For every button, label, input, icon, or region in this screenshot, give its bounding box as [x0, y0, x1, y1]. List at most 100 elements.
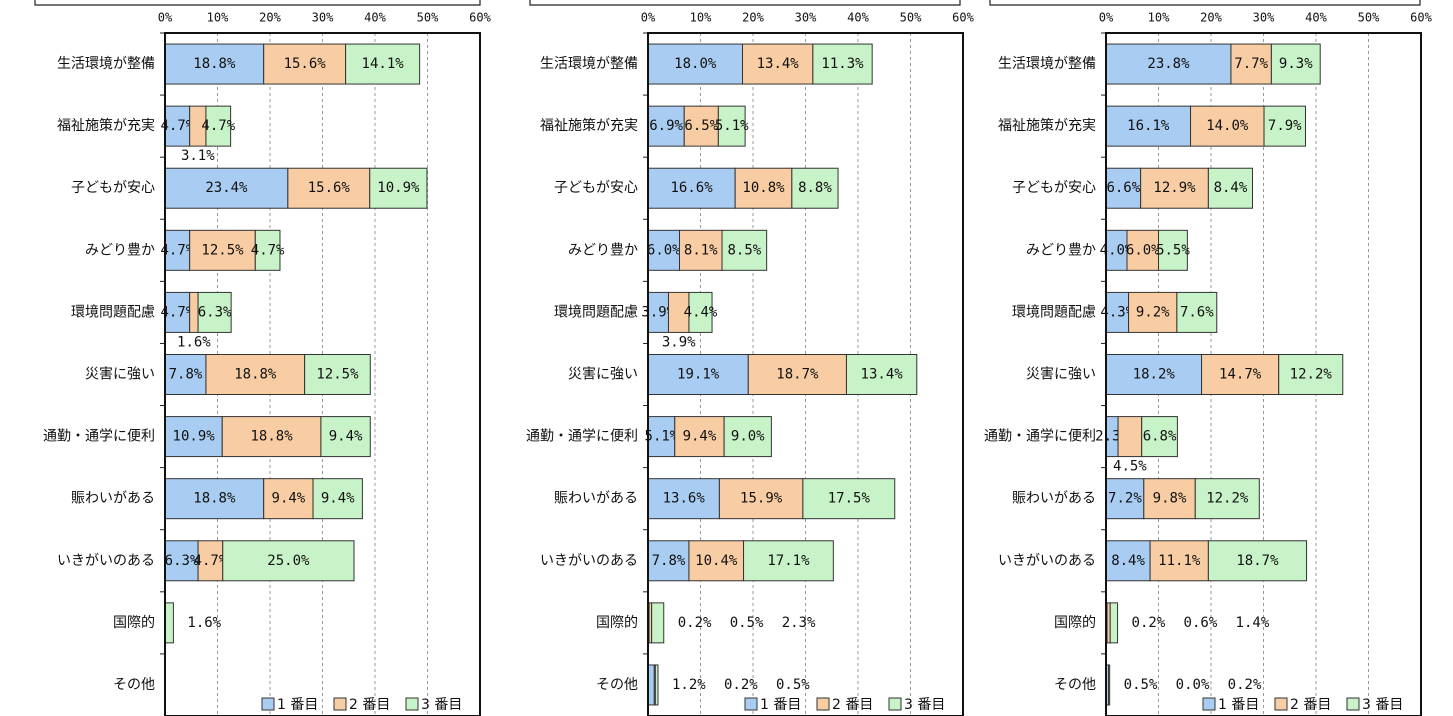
- bar-segment: [1190, 105, 1265, 147]
- category-label: 国際的: [113, 615, 155, 631]
- bar-segment: [320, 416, 371, 458]
- x-tick-label: 20%: [259, 11, 281, 25]
- value-label: 6.9%: [649, 118, 683, 134]
- value-label: 2.3%: [782, 615, 816, 631]
- value-label: 6.6%: [1106, 180, 1140, 196]
- x-tick-label: 10%: [690, 11, 712, 25]
- value-label: 4.0%: [1100, 242, 1134, 258]
- box-fragment: [34, 0, 481, 6]
- x-tick-label: 40%: [847, 11, 869, 25]
- value-label: 0.5%: [730, 615, 764, 631]
- legend-swatch: [816, 697, 830, 711]
- category-label: 福祉施策が充実: [998, 117, 1096, 134]
- x-tick-label: 40%: [364, 11, 386, 25]
- category-label: 環境問題配慮: [71, 304, 155, 320]
- category-label: 災害に強い: [1026, 367, 1096, 383]
- bar-segment: [1143, 478, 1196, 520]
- bar-segment: [1105, 167, 1142, 209]
- bar-segment: [802, 478, 896, 520]
- value-label: 14.0%: [1206, 118, 1249, 134]
- x-tick-label: 10%: [207, 11, 229, 25]
- category-label: 賑わいがある: [554, 491, 638, 507]
- value-label: 10.9%: [377, 180, 420, 196]
- value-label: 18.8%: [234, 367, 277, 383]
- x-tick-label: 50%: [900, 11, 922, 25]
- value-label: 1.2%: [672, 677, 706, 693]
- legend-swatch: [261, 697, 275, 711]
- bar-segment: [164, 416, 223, 458]
- value-label: 4.7%: [201, 118, 235, 134]
- value-label: 4.7%: [160, 304, 194, 320]
- bar-segment: [1117, 416, 1143, 458]
- legend-swatch: [405, 697, 419, 711]
- value-label: 4.7%: [194, 553, 228, 569]
- legend-swatch: [1274, 697, 1288, 711]
- bar-segment: [189, 229, 256, 271]
- bar-segment: [651, 602, 665, 644]
- value-label: 4.5%: [1113, 459, 1147, 475]
- bar-segment: [747, 354, 847, 395]
- x-tick-label: 30%: [1253, 11, 1275, 25]
- x-tick-label: 0%: [641, 11, 656, 25]
- value-label: 23.4%: [205, 180, 248, 196]
- x-tick-label: 50%: [417, 11, 439, 25]
- value-label: 8.1%: [684, 242, 718, 258]
- x-tick-label: 30%: [795, 11, 817, 25]
- category-label: 環境問題配慮: [554, 304, 638, 320]
- value-label: 18.2%: [1133, 367, 1176, 383]
- value-label: 12.2%: [1290, 367, 1333, 383]
- value-label: 18.0%: [674, 56, 717, 72]
- value-label: 4.7%: [251, 242, 285, 258]
- value-label: 6.0%: [647, 242, 681, 258]
- bar-segment: [1105, 354, 1203, 395]
- value-label: 0.2%: [678, 615, 712, 631]
- value-label: 0.5%: [1124, 677, 1158, 693]
- value-label: 4.7%: [160, 242, 194, 258]
- bar-segment: [1105, 43, 1232, 85]
- bar-segment: [1176, 291, 1218, 333]
- bar-segment: [1230, 43, 1272, 85]
- category-label: 福祉施策が充実: [540, 117, 638, 134]
- category-label: 災害に強い: [85, 367, 155, 383]
- category-label: いきがいのある: [998, 553, 1096, 569]
- bar-segment: [1207, 167, 1253, 209]
- x-tick-label: 20%: [742, 11, 764, 25]
- value-label: 0.5%: [776, 677, 810, 693]
- category-label: 国際的: [596, 615, 638, 631]
- bar-segment: [205, 354, 306, 395]
- value-label: 11.3%: [821, 56, 864, 72]
- value-label: 6.3%: [198, 304, 232, 320]
- bar-segment: [654, 664, 659, 706]
- value-label: 9.4%: [272, 491, 306, 507]
- value-label: 1.6%: [187, 615, 221, 631]
- value-label: 14.1%: [362, 56, 405, 72]
- value-label: 18.7%: [1236, 553, 1279, 569]
- bar-segment: [718, 478, 804, 520]
- plot-frame: [164, 32, 481, 716]
- value-label: 17.5%: [828, 491, 871, 507]
- category-label: 通勤・通学に便利: [984, 429, 1096, 445]
- category-label: いきがいのある: [540, 553, 638, 569]
- value-label: 0.0%: [1176, 677, 1210, 693]
- bar-segment: [263, 478, 314, 520]
- bar-segment: [221, 416, 322, 458]
- value-label: 4.7%: [160, 118, 194, 134]
- bar-segment: [647, 478, 720, 520]
- value-label: 12.2%: [1206, 491, 1249, 507]
- bar-segment: [647, 229, 680, 271]
- bar-segment: [723, 416, 772, 458]
- category-label: 通勤・通学に便利: [526, 429, 638, 445]
- bar-segment: [287, 167, 371, 209]
- value-label: 9.4%: [683, 429, 717, 445]
- bar-segment: [688, 291, 713, 333]
- legend-label: 2 番目: [832, 697, 873, 713]
- category-label: 賑わいがある: [1012, 491, 1096, 507]
- category-label: 生活環境が整備: [540, 56, 638, 72]
- bar-segment: [1141, 416, 1178, 458]
- bar-segment: [734, 167, 793, 209]
- value-label: 5.1%: [645, 429, 679, 445]
- box-fragment: [529, 0, 961, 6]
- bar-segment: [254, 229, 281, 271]
- x-tick-label: 40%: [1305, 11, 1327, 25]
- bar-segment: [197, 291, 232, 333]
